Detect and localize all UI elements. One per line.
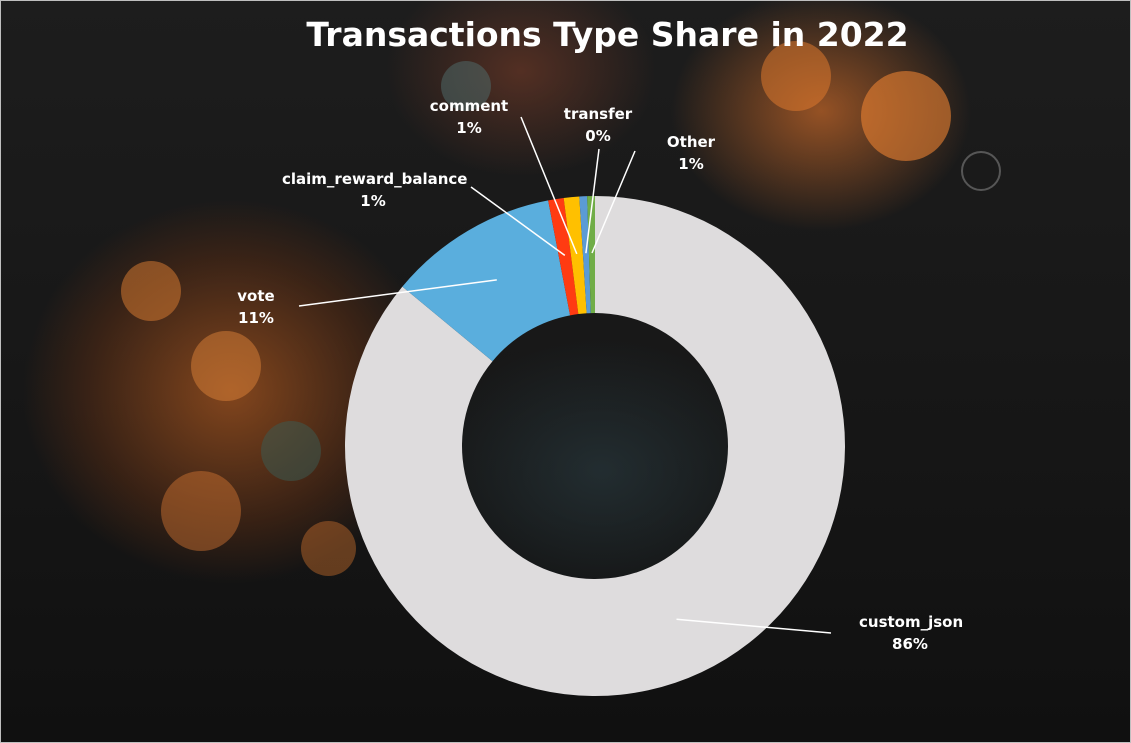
donut-slice-comment (563, 196, 587, 315)
background-decor (441, 61, 491, 111)
data-label-name: transfer (563, 105, 633, 123)
background-decor (961, 151, 1001, 191)
data-label-vote: vote 11% (229, 285, 283, 329)
data-label-claim-reward-balance: claim_reward_balance 1% (282, 168, 468, 212)
background-decor (261, 421, 321, 481)
data-label-value: 0% (585, 127, 611, 145)
background-decor (861, 71, 951, 161)
data-label-value: 86% (892, 635, 928, 653)
background-decor (121, 261, 181, 321)
leader-line-comment (520, 116, 578, 255)
data-label-value: 1% (456, 119, 482, 137)
data-label-other: Other 1% (663, 131, 719, 175)
data-label-value: 11% (238, 309, 274, 327)
data-label-transfer: transfer 0% (561, 103, 635, 147)
chart-title: Transactions Type Share in 2022 (306, 15, 909, 54)
data-label-name: custom_json (859, 613, 964, 631)
background-decor (161, 471, 241, 551)
leader-line-other (591, 150, 636, 254)
background-decor (761, 41, 831, 111)
donut-slice-claim-reward-balance (548, 197, 579, 316)
leader-line-vote (298, 279, 497, 307)
background-decor (301, 521, 356, 576)
leader-line-custom-json (676, 618, 832, 634)
leader-line-claim-reward-balance (470, 186, 566, 257)
donut-slice-transfer (579, 196, 591, 314)
donut-slice-custom-json (344, 196, 846, 697)
data-label-comment: comment 1% (429, 95, 509, 139)
data-label-name: claim_reward_balance (282, 170, 468, 188)
data-label-value: 1% (360, 192, 386, 210)
data-label-custom-json: custom_json 86% (859, 611, 964, 655)
data-label-name: comment (429, 97, 509, 115)
data-label-value: 1% (678, 155, 704, 173)
data-label-name: vote (237, 287, 275, 305)
data-label-name: Other (666, 133, 716, 151)
background-decor (191, 331, 261, 401)
leader-line-transfer (585, 148, 600, 254)
